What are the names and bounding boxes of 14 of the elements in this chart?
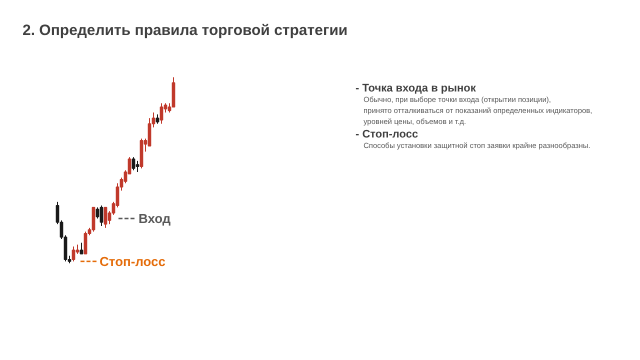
candlestick	[136, 160, 140, 173]
chart-title: 2. Определить правила торговой стратегии	[22, 22, 348, 39]
candlestick	[100, 205, 104, 226]
candlestick	[132, 156, 136, 171]
candlestick	[80, 242, 84, 254]
text: - Стоп-лосс	[356, 128, 418, 140]
candlestick	[148, 118, 152, 147]
text: - Точка входа в рынок	[356, 82, 476, 94]
candlestick	[72, 246, 76, 262]
ref-line-label: Вход	[138, 211, 172, 226]
candlestick	[156, 114, 160, 124]
ref-line-label: Стоп-лосс	[100, 254, 166, 269]
candlestick	[160, 102, 164, 124]
candlestick	[84, 231, 88, 254]
